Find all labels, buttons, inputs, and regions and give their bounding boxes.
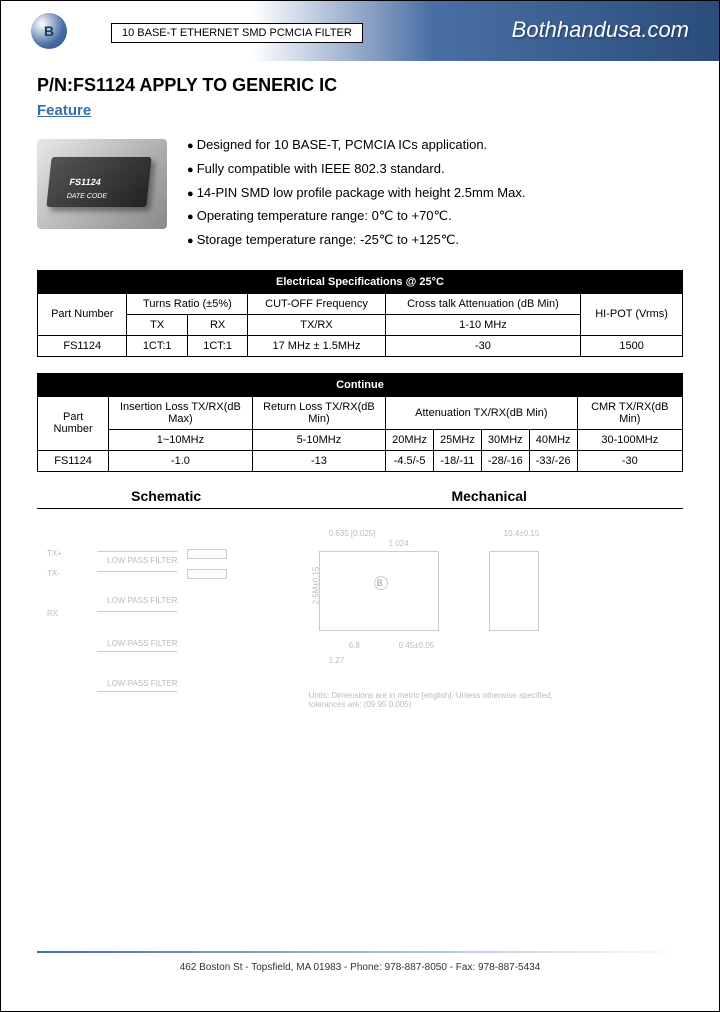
td-tx: 1CT:1 bbox=[127, 335, 187, 356]
th2-r6: 40MHz bbox=[529, 429, 577, 450]
th2-cmr: CMR TX/RX(dB Min) bbox=[577, 396, 682, 429]
sch-filter2: LOW PASS FILTER bbox=[107, 596, 177, 605]
td2-part: FS1124 bbox=[38, 450, 109, 471]
section-headers: Schematic Mechanical bbox=[37, 488, 683, 509]
schematic-diagram: TX+ TX- RX LOW PASS FILTER LOW PASS FILT… bbox=[37, 521, 279, 731]
mech-dim7: 1.27 bbox=[329, 656, 345, 665]
feature-item: 14-PIN SMD low profile package with heig… bbox=[187, 181, 525, 205]
mech-dim2: 1.024 bbox=[389, 539, 409, 548]
td2-v7: -30 bbox=[577, 450, 682, 471]
diagrams-row: TX+ TX- RX LOW PASS FILTER LOW PASS FILT… bbox=[37, 521, 683, 731]
th2-r4: 25MHz bbox=[434, 429, 482, 450]
mech-dim3: 10.4±0.15 bbox=[504, 529, 540, 538]
mech-note: Units: Dimensions are in metric [english… bbox=[309, 691, 569, 709]
features-list: Designed for 10 BASE-T, PCMCIA ICs appli… bbox=[187, 129, 525, 252]
header-bar: B 10 BASE-T ETHERNET SMD PCMCIA FILTER B… bbox=[1, 1, 719, 61]
td2-v5: -28/-16 bbox=[481, 450, 529, 471]
sch-filter3: LOW-PASS FILTER bbox=[107, 639, 178, 648]
part-number-title: P/N:FS1124 APPLY TO GENERIC IC bbox=[37, 75, 683, 96]
th2-r2: 5-10MHz bbox=[252, 429, 385, 450]
feature-row: FS1124 DATE CODE Designed for 10 BASE-T,… bbox=[37, 129, 683, 252]
schematic-heading: Schematic bbox=[37, 488, 295, 504]
td-part: FS1124 bbox=[38, 335, 127, 356]
th2-part: Part Number bbox=[38, 396, 109, 450]
sch-filter4: LOW-PASS FILTER bbox=[107, 679, 178, 688]
feature-heading: Feature bbox=[37, 102, 683, 119]
td2-v1: -1.0 bbox=[109, 450, 253, 471]
mech-dim5: 6.8 bbox=[349, 641, 360, 650]
brand-url: Bothhandusa.com bbox=[512, 17, 689, 43]
th-turns: Turns Ratio (±5%) bbox=[127, 293, 248, 314]
th-part: Part Number bbox=[38, 293, 127, 335]
footer-address: 462 Boston St - Topsfield, MA 01983 - Ph… bbox=[1, 962, 719, 973]
chip-body: FS1124 DATE CODE bbox=[46, 157, 151, 207]
th2-insertion: Insertion Loss TX/RX(dB Max) bbox=[109, 396, 253, 429]
chip-label: FS1124 DATE CODE bbox=[66, 177, 111, 200]
th-range1: 1-10 MHz bbox=[385, 314, 580, 335]
th-hipot: HI-POT (Vrms) bbox=[581, 293, 683, 335]
table1-title: Electrical Specifications @ 25°C bbox=[38, 270, 683, 293]
th-crosstalk: Cross talk Attenuation (dB Min) bbox=[385, 293, 580, 314]
th-rx: RX bbox=[187, 314, 247, 335]
th2-atten: Attenuation TX/RX(dB Min) bbox=[386, 396, 577, 429]
sch-filter1: LOW PASS FILTER bbox=[107, 556, 177, 565]
th2-r5: 30MHz bbox=[481, 429, 529, 450]
continue-spec-table: Continue Part Number Insertion Loss TX/R… bbox=[37, 373, 683, 472]
company-logo: B bbox=[31, 13, 67, 49]
td-crosstalk: -30 bbox=[385, 335, 580, 356]
td-txrx: 17 MHz ± 1.5MHz bbox=[248, 335, 385, 356]
electrical-spec-table: Electrical Specifications @ 25°C Part Nu… bbox=[37, 270, 683, 357]
td2-v4: -18/-11 bbox=[434, 450, 482, 471]
th2-r1: 1~10MHz bbox=[109, 429, 253, 450]
feature-item: Fully compatible with IEEE 802.3 standar… bbox=[187, 157, 525, 181]
logo-text: B bbox=[44, 23, 54, 39]
th-tx: TX bbox=[127, 314, 187, 335]
mech-logo-icon: B bbox=[377, 578, 383, 588]
th2-r7: 30-100MHz bbox=[577, 429, 682, 450]
td-hipot: 1500 bbox=[581, 335, 683, 356]
sch-label: TX- bbox=[47, 569, 60, 578]
th2-r3: 20MHz bbox=[386, 429, 434, 450]
th-txrx: TX/RX bbox=[248, 314, 385, 335]
feature-item: Operating temperature range: 0℃ to +70℃. bbox=[187, 204, 525, 228]
mechanical-diagram: 0.635 [0.025] 1.024 10.4±0.15 2.5M±0.15 … bbox=[289, 521, 683, 731]
th2-return: Return Loss TX/RX(dB Min) bbox=[252, 396, 385, 429]
sch-label: RX bbox=[47, 609, 58, 618]
mechanical-heading: Mechanical bbox=[295, 488, 683, 504]
table2-title: Continue bbox=[38, 373, 683, 396]
sch-label: TX+ bbox=[47, 549, 62, 558]
feature-item: Storage temperature range: -25℃ to +125℃… bbox=[187, 228, 525, 252]
td2-v6: -33/-26 bbox=[529, 450, 577, 471]
footer-divider bbox=[37, 951, 683, 953]
chip-line2: DATE CODE bbox=[66, 193, 108, 200]
th-cutoff: CUT-OFF Frequency bbox=[248, 293, 385, 314]
chip-image: FS1124 DATE CODE bbox=[37, 139, 167, 229]
mech-dim6: 0.45±0.05 bbox=[399, 641, 435, 650]
td-rx: 1CT:1 bbox=[187, 335, 247, 356]
td2-v2: -13 bbox=[252, 450, 385, 471]
header-title-box: 10 BASE-T ETHERNET SMD PCMCIA FILTER bbox=[111, 23, 363, 43]
mech-dim1: 0.635 [0.025] bbox=[329, 529, 376, 538]
mech-dim4: 2.5M±0.15 bbox=[311, 567, 320, 605]
content-area: P/N:FS1124 APPLY TO GENERIC IC Feature F… bbox=[1, 61, 719, 731]
td2-v3: -4.5/-5 bbox=[386, 450, 434, 471]
chip-line1: FS1124 bbox=[69, 177, 111, 187]
feature-item: Designed for 10 BASE-T, PCMCIA ICs appli… bbox=[187, 133, 525, 157]
